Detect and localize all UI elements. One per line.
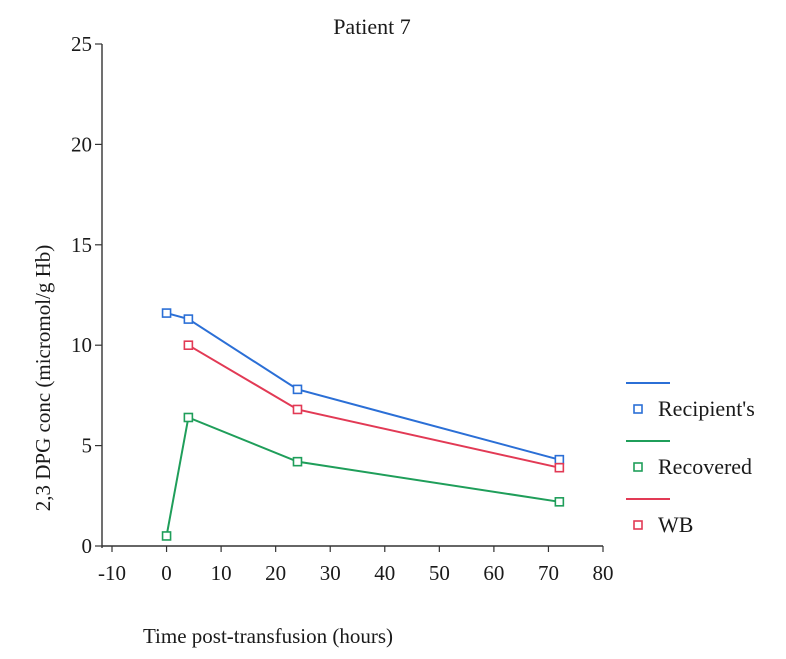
- legend-marker-swatch: [633, 462, 643, 472]
- series-layer: [161, 308, 565, 541]
- y-tick-label: 5: [82, 434, 93, 458]
- legend-item-wb: WB: [626, 498, 693, 537]
- data-point: [554, 462, 565, 473]
- data-point: [161, 308, 172, 318]
- legend-marker-swatch: [633, 520, 643, 530]
- series-recovered: [161, 412, 565, 541]
- data-point: [292, 384, 303, 395]
- data-point: [161, 531, 172, 541]
- y-tick-label: 20: [71, 132, 92, 156]
- x-tick-label: 60: [483, 561, 504, 585]
- data-point: [554, 454, 565, 465]
- data-point: [183, 314, 194, 324]
- series-line: [187, 344, 560, 469]
- series-line: [165, 416, 560, 537]
- x-tick-label: 40: [374, 561, 395, 585]
- y-tick-label: 10: [71, 333, 92, 357]
- legend-item-recipient-s: Recipient's: [626, 382, 755, 421]
- data-point: [292, 456, 303, 467]
- x-tick-label: 20: [265, 561, 286, 585]
- legend: Recipient's Recovered WB: [626, 382, 755, 537]
- plot-axes: [101, 44, 603, 548]
- x-tick-label: -10: [98, 561, 126, 585]
- y-axis-label: 2,3 DPG conc (micromol/g Hb): [31, 245, 55, 512]
- data-point: [183, 412, 194, 423]
- chart-title: Patient 7: [333, 14, 411, 39]
- legend-label: WB: [658, 512, 693, 537]
- data-point: [292, 404, 303, 415]
- y-tick-label: 25: [71, 32, 92, 56]
- x-tick-label: 50: [429, 561, 450, 585]
- x-axis-label: Time post-transfusion (hours): [143, 624, 393, 648]
- series-recipient-s: [161, 308, 565, 465]
- y-tick-label: 15: [71, 233, 92, 257]
- y-axis-ticks: 0 5 10 15 20 25: [71, 32, 102, 558]
- data-point: [183, 340, 194, 351]
- legend-label: Recovered: [658, 454, 752, 479]
- x-axis-ticks: -10 0 10 20 30 40 50 60 70 80: [98, 546, 614, 585]
- legend-item-recovered: Recovered: [626, 440, 752, 479]
- series-line: [166, 312, 560, 461]
- legend-label: Recipient's: [658, 396, 755, 421]
- x-tick-label: 10: [211, 561, 232, 585]
- legend-marker-swatch: [633, 404, 643, 414]
- x-tick-label: 0: [161, 561, 172, 585]
- x-tick-label: 70: [538, 561, 559, 585]
- x-tick-label: 80: [593, 561, 614, 585]
- y-tick-label: 0: [82, 534, 93, 558]
- data-point: [554, 497, 565, 507]
- series-wb: [183, 340, 565, 473]
- x-tick-label: 30: [320, 561, 341, 585]
